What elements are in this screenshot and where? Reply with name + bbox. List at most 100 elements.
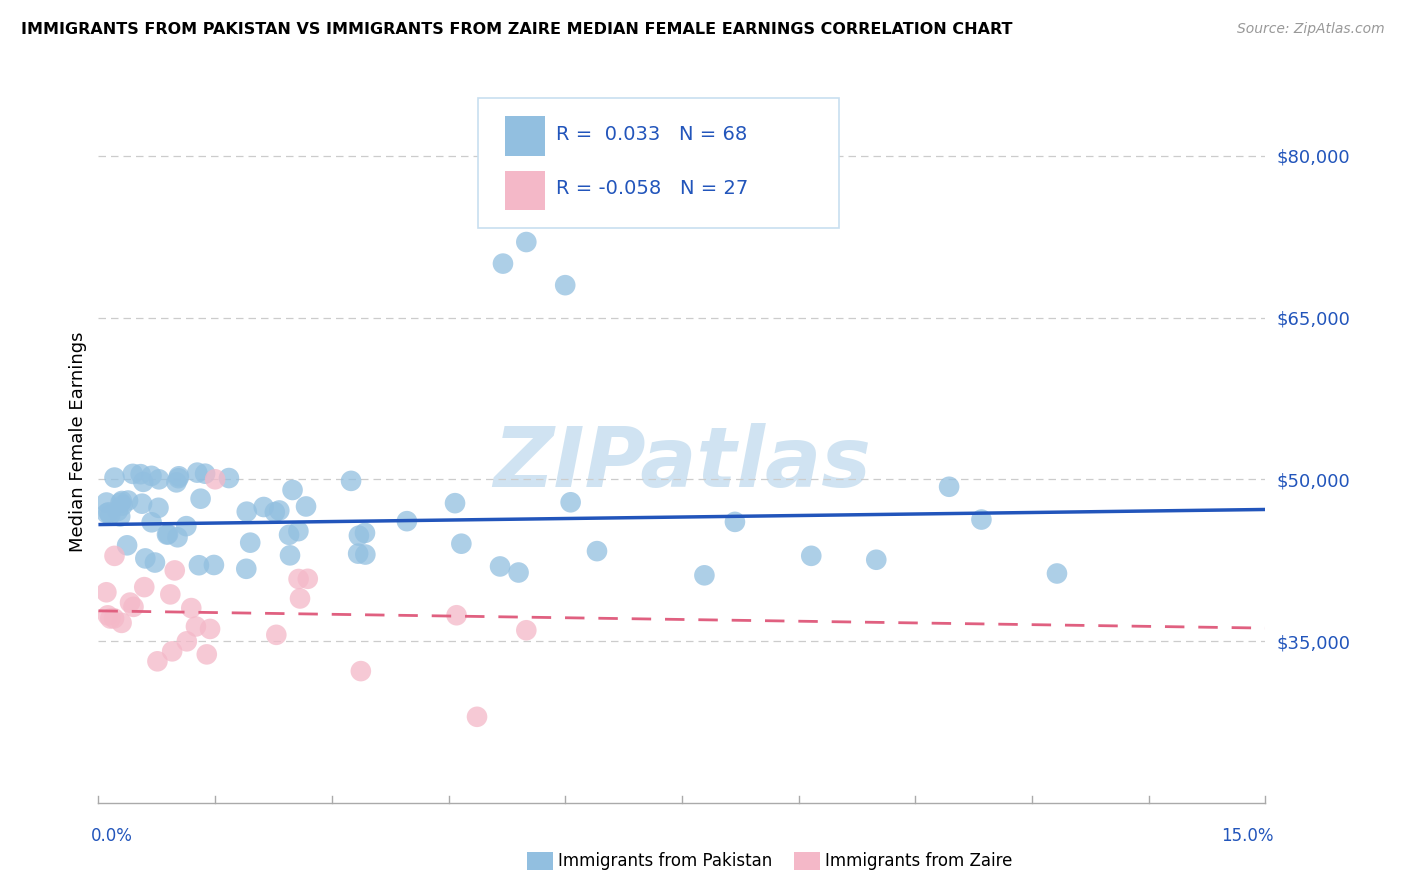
Point [194,467,217,481]
Point [134,580,156,594]
Point [253,500,276,514]
Point [180,601,202,615]
Point [800,549,823,563]
Point [395,514,418,528]
Point [198,622,221,636]
Point [176,634,198,648]
Point [195,648,218,662]
Point [295,500,318,514]
Text: Immigrants from Zaire: Immigrants from Zaire [825,852,1012,870]
Point [297,572,319,586]
Point [165,475,187,490]
Text: R =  0.033   N = 68: R = 0.033 N = 68 [555,125,747,144]
Point [176,519,198,533]
Point [218,471,240,485]
Text: 0.0%: 0.0% [90,827,132,845]
Point [103,470,125,484]
Point [186,466,208,480]
Point [159,587,181,601]
Text: 15.0%: 15.0% [1220,827,1274,845]
Point [354,525,377,540]
Text: R = -0.058   N = 27: R = -0.058 N = 27 [555,179,748,198]
Text: Source: ZipAtlas.com: Source: ZipAtlas.com [1237,22,1385,37]
Point [96,495,118,509]
Point [187,558,209,573]
Point [111,494,134,508]
Point [107,504,129,518]
Point [347,547,370,561]
Y-axis label: Median Female Earnings: Median Female Earnings [69,331,87,552]
Point [278,528,301,542]
Point [278,549,301,563]
Point [97,505,120,519]
Point [103,549,125,563]
Point [167,471,190,485]
Point [970,512,993,526]
Point [489,559,512,574]
Point [347,528,370,542]
Point [148,500,170,515]
Point [163,563,186,577]
Point [98,611,121,625]
Point [204,472,226,486]
Point [110,615,132,630]
Point [103,611,125,625]
Point [865,553,887,567]
Point [554,278,576,293]
Point [235,562,257,576]
Point [724,515,747,529]
Point [98,508,121,522]
Point [1046,566,1069,581]
Point [560,495,582,509]
Point [202,558,225,572]
Point [141,516,163,530]
Point [444,496,467,510]
Point [190,491,212,506]
Point [157,527,180,541]
Point [266,628,288,642]
Point [129,467,152,482]
Point [117,493,139,508]
Text: ZIPatlas: ZIPatlas [494,423,870,504]
Point [146,654,169,668]
Point [465,710,488,724]
Point [96,585,118,599]
Point [938,480,960,494]
Point [115,538,138,552]
Point [134,551,156,566]
Point [340,474,363,488]
Point [156,527,179,541]
Point [354,548,377,562]
Point [586,544,609,558]
Point [269,503,291,517]
Point [122,599,145,614]
Point [141,468,163,483]
Point [263,505,285,519]
Point [143,556,166,570]
Point [693,568,716,582]
FancyBboxPatch shape [478,98,839,228]
Point [97,608,120,623]
Point [508,566,530,580]
Point [236,505,259,519]
Point [184,619,207,633]
Point [239,535,262,549]
Point [121,467,143,481]
Point [166,530,188,544]
Point [287,572,309,586]
Point [167,469,190,483]
Point [350,664,373,678]
Point [515,624,537,638]
Point [110,509,132,524]
Point [492,257,515,271]
Point [160,644,183,658]
Point [132,475,155,489]
Text: Immigrants from Pakistan: Immigrants from Pakistan [558,852,772,870]
Point [287,524,309,538]
Text: IMMIGRANTS FROM PAKISTAN VS IMMIGRANTS FROM ZAIRE MEDIAN FEMALE EARNINGS CORRELA: IMMIGRANTS FROM PAKISTAN VS IMMIGRANTS F… [21,22,1012,37]
Point [110,496,132,510]
Point [148,472,170,486]
Bar [505,116,546,156]
Point [96,507,118,521]
Point [450,537,472,551]
